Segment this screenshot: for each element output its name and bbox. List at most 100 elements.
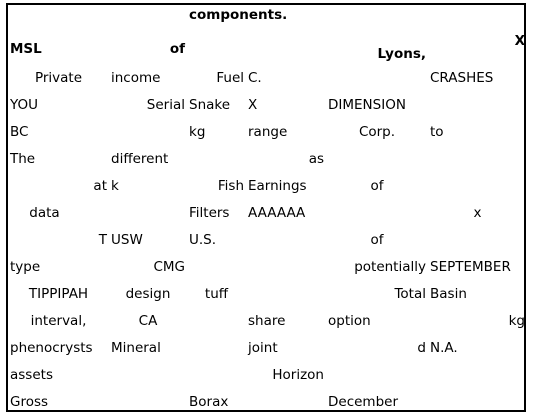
header-row: MSL of Lyons, X bbox=[8, 33, 527, 65]
table-cell: phenocrysts bbox=[10, 340, 93, 356]
table-cell: k bbox=[111, 178, 119, 194]
table-cell: joint bbox=[248, 340, 278, 356]
table-cell: potentially bbox=[354, 259, 426, 275]
table-cell: Fuel bbox=[216, 70, 244, 86]
table-cell bbox=[187, 362, 246, 389]
table-cell: U.S. bbox=[189, 232, 217, 248]
table-row: Private income Fuel C. CRASHES bbox=[8, 65, 527, 92]
table-row: data Filters AAAAAA x bbox=[8, 200, 527, 227]
table-cell: Horizon bbox=[272, 367, 324, 383]
table-cell: of bbox=[370, 232, 384, 248]
table-row: interval, CA share option kg bbox=[8, 308, 527, 335]
header-cell: Lyons, bbox=[377, 46, 426, 62]
table-cell: CRASHES bbox=[430, 70, 494, 86]
table-row: The different as bbox=[8, 146, 527, 173]
header-cell: MSL bbox=[10, 40, 42, 57]
table-cell bbox=[109, 200, 187, 227]
header-cell bbox=[246, 33, 326, 65]
header-cell: X bbox=[514, 33, 525, 49]
table-cell: Private bbox=[34, 70, 83, 86]
table-header: components. MSL of Lyons, X bbox=[8, 6, 527, 65]
table-cell bbox=[428, 227, 527, 254]
table-cell bbox=[428, 362, 527, 389]
table-cell: kg bbox=[189, 124, 206, 140]
table-cell: Basin bbox=[430, 286, 467, 302]
table-cell bbox=[109, 362, 187, 389]
table-cell: X bbox=[248, 97, 258, 113]
table-cell: x bbox=[473, 205, 482, 221]
table-cell bbox=[187, 308, 246, 335]
table-row: BC kg range Corp. to bbox=[8, 119, 527, 146]
table-cell bbox=[428, 389, 527, 416]
table-cell: data bbox=[29, 205, 60, 221]
table-cell: SEPTEMBER bbox=[430, 259, 511, 275]
table-cell: income bbox=[111, 70, 161, 86]
table-cell: share bbox=[248, 313, 286, 329]
table-cell: design bbox=[125, 286, 171, 302]
table-cell bbox=[109, 389, 187, 416]
table-cell bbox=[246, 389, 326, 416]
table-cell: Fish bbox=[217, 178, 244, 194]
table-cell: The bbox=[10, 151, 36, 167]
table-cell bbox=[326, 362, 428, 389]
table-cell bbox=[428, 173, 527, 200]
table-cell: AAAAAA bbox=[248, 205, 306, 221]
header-row-top: components. bbox=[8, 6, 527, 33]
table-cell bbox=[428, 92, 527, 119]
table-cell: BC bbox=[10, 124, 29, 140]
table-cell: option bbox=[328, 313, 371, 329]
table-frame bbox=[6, 3, 526, 412]
table-cell: USW bbox=[111, 232, 143, 248]
table-cell: Serial bbox=[146, 97, 185, 113]
table-cell: CA bbox=[138, 313, 158, 329]
table-cell: Earnings bbox=[248, 178, 307, 194]
data-table: components. MSL of Lyons, X Private inco… bbox=[8, 6, 527, 416]
table-cell bbox=[326, 65, 428, 92]
table-cell: of bbox=[370, 178, 384, 194]
table-cell: Snake bbox=[189, 97, 231, 113]
table-cell: different bbox=[111, 151, 169, 167]
table-cell: to bbox=[430, 124, 444, 140]
header-title: components. bbox=[189, 7, 288, 23]
table-cell: type bbox=[10, 259, 41, 275]
table-row: T USW U.S. of bbox=[8, 227, 527, 254]
table-cell: CMG bbox=[153, 259, 185, 275]
table-cell bbox=[326, 146, 428, 173]
table-cell: kg bbox=[508, 313, 525, 329]
table-row: Gross Borax December bbox=[8, 389, 527, 416]
header-cell: of bbox=[169, 40, 185, 57]
table-cell bbox=[246, 227, 326, 254]
table-body: Private income Fuel C. CRASHES YOU Seria… bbox=[8, 65, 527, 416]
table-cell bbox=[428, 146, 527, 173]
table-cell bbox=[109, 119, 187, 146]
table-cell bbox=[187, 254, 246, 281]
table-cell: range bbox=[248, 124, 288, 140]
table-cell: Filters bbox=[189, 205, 230, 221]
table-row: YOU Serial Snake X DIMENSION bbox=[8, 92, 527, 119]
table-cell: Gross bbox=[10, 394, 49, 410]
header-cell bbox=[187, 33, 246, 65]
table-row: TIPPIPAH design tuff Total Basin bbox=[8, 281, 527, 308]
table-cell: assets bbox=[10, 367, 53, 383]
table-cell: at bbox=[93, 178, 107, 194]
table-row: at k Fish Earnings of bbox=[8, 173, 527, 200]
table-cell: Borax bbox=[189, 394, 229, 410]
table-row: phenocrysts Mineral joint d N.A. bbox=[8, 335, 527, 362]
table-row: type CMG potentially SEPTEMBER bbox=[8, 254, 527, 281]
table-cell: tuff bbox=[204, 286, 229, 302]
table-row: assets Horizon bbox=[8, 362, 527, 389]
table-cell: December bbox=[328, 394, 399, 410]
table-cell bbox=[246, 254, 326, 281]
table-cell bbox=[187, 335, 246, 362]
table-cell: DIMENSION bbox=[328, 97, 406, 113]
table-cell bbox=[187, 146, 246, 173]
table-cell bbox=[326, 200, 428, 227]
table-cell: C. bbox=[248, 70, 262, 86]
table-cell: Mineral bbox=[111, 340, 161, 356]
table-cell: Corp. bbox=[358, 124, 396, 140]
table-cell: interval, bbox=[30, 313, 87, 329]
table-cell: N.A. bbox=[430, 340, 458, 356]
table-cell: YOU bbox=[10, 97, 39, 113]
table-cell: as bbox=[308, 151, 324, 167]
table-cell bbox=[246, 281, 326, 308]
